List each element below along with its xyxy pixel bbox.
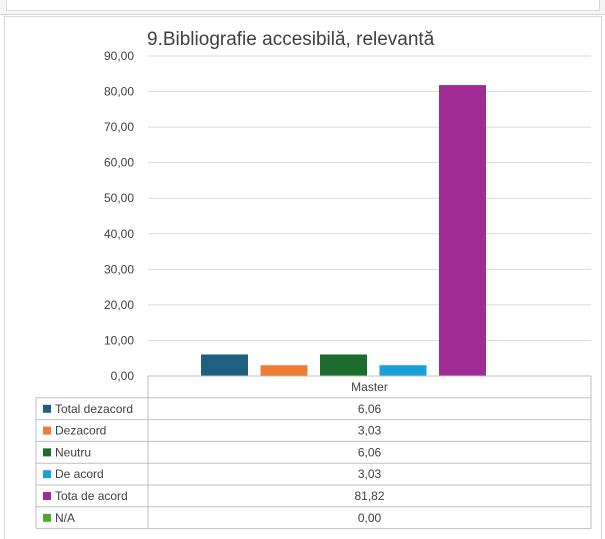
- chart-area: [4, 16, 602, 539]
- legend-label: Dezacord: [55, 424, 106, 438]
- data-label: 3,03: [358, 424, 382, 438]
- legend-label: N/A: [55, 511, 75, 525]
- legend-label: Tota de acord: [55, 489, 128, 503]
- legend-key: [43, 404, 51, 413]
- previous-chart-edge: [0, 0, 605, 15]
- data-table: Master Total dezacord 6,06 Dezacord 3,03 Neut…: [35, 375, 592, 530]
- data-label: 3,03: [358, 467, 382, 481]
- y-tick-label: 60,00: [104, 156, 134, 170]
- y-tick-label: 40,00: [104, 227, 134, 241]
- legend-key: [43, 470, 51, 479]
- y-tick-label: 0,00: [111, 369, 135, 383]
- legend-label: Total dezacord: [55, 402, 133, 416]
- bars: [201, 85, 486, 376]
- y-axis: 0,00 10,00 20,00 30,00 40,00 50,00 60,00 70,00 8…: [104, 49, 134, 383]
- bar-total-dezacord: [201, 354, 248, 376]
- bar-tota-de-acord: [439, 85, 486, 376]
- legend-key: [43, 426, 51, 435]
- bar-dezacord: [260, 365, 308, 376]
- y-tick-label: 70,00: [104, 120, 134, 134]
- chart-title: 9.Bibliografie accesibilă, relevantă: [147, 29, 435, 50]
- y-tick-label: 10,00: [104, 333, 134, 347]
- bar-neutru: [320, 354, 367, 376]
- legend-key: [43, 513, 51, 522]
- bar-de-acord: [379, 365, 427, 376]
- y-tick-label: 30,00: [104, 262, 134, 276]
- data-label: 0,00: [358, 511, 382, 525]
- y-tick-label: 90,00: [104, 49, 134, 63]
- y-tick-label: 80,00: [104, 85, 134, 99]
- legend-label: De acord: [55, 467, 104, 481]
- y-tick-label: 50,00: [104, 191, 134, 205]
- gridlines: [148, 55, 591, 341]
- legend-key: [43, 492, 51, 500]
- legend-label: Neutru: [55, 445, 91, 459]
- data-label: 81,82: [354, 489, 384, 503]
- y-tick-label: 20,00: [104, 298, 134, 312]
- data-label: 6,06: [358, 445, 382, 459]
- category-label: Master: [351, 380, 388, 394]
- legend-key: [43, 448, 51, 457]
- data-label: 6,06: [358, 402, 382, 416]
